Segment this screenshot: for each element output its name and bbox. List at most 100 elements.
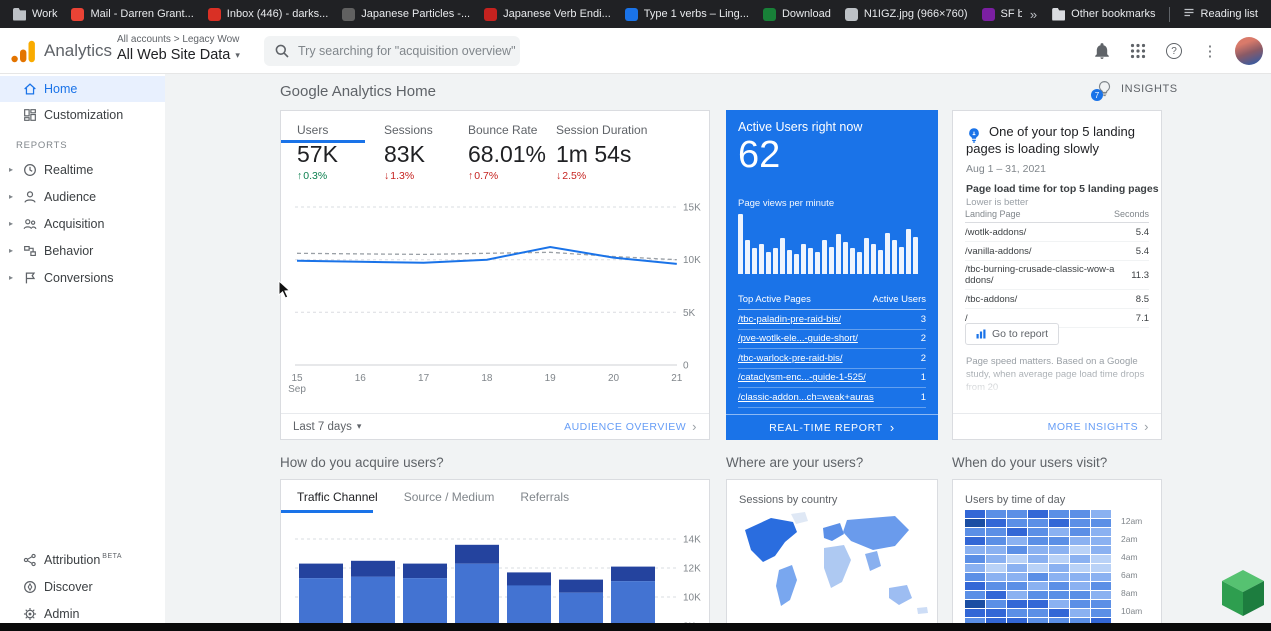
analytics-header: Analytics All accounts > Legacy Wow All … [0,28,1271,74]
up-arrow-icon: ↑ [297,170,302,182]
analytics-logo[interactable]: Analytics [10,38,112,64]
bookmark-mail-darren-grant[interactable]: Mail - Darren Grant... [64,3,200,25]
bookmark-japanese-particles[interactable]: Japanese Particles -... [335,3,477,25]
metric-tab-sessions[interactable]: Sessions 83K ↓1.3% [384,123,468,182]
world-map [731,508,935,630]
sidebar-item-label: Behavior [44,244,93,258]
time-label: 8am [1121,588,1138,598]
sidebar-item-label: Admin [44,607,79,621]
analytics-logo-icon [10,38,36,64]
bookmark-label: Work [32,8,57,20]
active-users-count: 1 [921,372,926,383]
realtime-title: Active Users right now [738,120,862,134]
landing-page-path: /wotlk-addons/ [965,227,1115,238]
help-icon[interactable]: ? [1163,40,1185,62]
account-property-selector[interactable]: All accounts > Legacy Wow All Web Site D… [117,34,240,63]
sidebar-item-realtime[interactable]: ▸ Realtime [0,156,165,183]
behavior-icon [21,242,39,260]
users-by-time-label: Users by time of day [965,494,1065,506]
expand-chevron-icon[interactable]: ▸ [6,219,16,228]
date-range-selector[interactable]: Last 7 days ▾ [293,421,361,433]
landing-page-row: /vanilla-addons/ 5.4 [965,242,1149,261]
other-bookmarks-button[interactable]: Other bookmarks [1045,3,1162,25]
active-users-header: Active Users [873,294,926,305]
customization-icon [21,106,39,124]
chevron-right-icon: › [692,419,697,434]
user-avatar[interactable] [1235,37,1263,65]
active-tab-underline [281,510,373,513]
bookmarks-overflow-chevron-icon[interactable]: » [1022,7,1045,22]
dropdown-caret-icon: ▾ [357,421,362,432]
insights-bulb-icon: 7 [1096,80,1114,98]
sidebar-item-audience[interactable]: ▸ Audience [0,183,165,210]
landing-page-seconds: 5.4 [1136,246,1149,257]
bookmark-download[interactable]: Download [756,3,838,25]
go-to-report-button[interactable]: Go to report [965,323,1059,345]
svg-text:20: 20 [608,373,620,384]
divider [1169,7,1170,22]
folder-icon [13,8,26,21]
account-breadcrumb: All accounts > Legacy Wow [117,34,240,45]
time-of-day-heatmap [965,510,1112,631]
conversions-icon [21,269,39,287]
tab-traffic-channel[interactable]: Traffic Channel [297,490,378,504]
sidebar-item-label: Home [44,82,77,96]
real-time-report-link[interactable]: REAL-TIME REPORT › [726,414,938,440]
reading-list-button[interactable]: Reading list [1176,3,1265,25]
bookmark-work[interactable]: Work [6,3,64,25]
metric-tab-users[interactable]: Users 57K ↑0.3% [297,123,384,182]
sidebar-item-customization[interactable]: Customization [0,102,165,128]
audience-overview-link[interactable]: AUDIENCE OVERVIEW › [564,419,697,434]
active-page-row: /classic-addon...ch=weak+auras 1 [738,388,926,408]
landing-page-path: / [965,313,1115,324]
tab-referrals[interactable]: Referrals [520,490,569,504]
svg-text:0: 0 [683,361,689,372]
top-active-pages-header: Top Active Pages [738,294,811,305]
bookmark-type-1-verbs-ling[interactable]: Type 1 verbs – Ling... [618,3,756,25]
active-page-link[interactable]: /tbc-paladin-pre-raid-bis/ [738,314,841,325]
metric-tab-bounce-rate[interactable]: Bounce Rate 68.01% ↑0.7% [468,123,556,182]
svg-text:14K: 14K [683,535,701,546]
sidebar-item-attribution[interactable]: AttributionBETA [0,546,165,573]
bookmark-japanese-verb-endi[interactable]: Japanese Verb Endi... [477,3,618,25]
active-page-link[interactable]: /classic-addon...ch=weak+auras [738,392,874,403]
time-section-title: When do your users visit? [952,455,1107,470]
acquisition-icon [21,215,39,233]
active-page-link[interactable]: /pve-wotlk-ele...-guide-short/ [738,333,858,344]
expand-chevron-icon[interactable]: ▸ [6,165,16,174]
sidebar-item-conversions[interactable]: ▸ Conversions [0,264,165,291]
attribution-icon [21,551,39,569]
notifications-bell-icon[interactable] [1091,40,1113,62]
bookmark-n1igz-jpg-966-760[interactable]: N1IGZ.jpg (966×760) [838,3,975,25]
more-insights-link[interactable]: MORE INSIGHTS › [1048,419,1149,434]
apps-grid-icon[interactable] [1127,40,1149,62]
sidebar-item-behavior[interactable]: ▸ Behavior [0,237,165,264]
active-page-link[interactable]: /tbc-warlock-pre-raid-bis/ [738,353,843,364]
metric-tab-session-duration[interactable]: Session Duration 1m 54s ↓2.5% [556,123,686,182]
audience-icon [21,188,39,206]
kebab-menu-icon[interactable]: ⋮ [1199,40,1221,62]
bookmark-inbox-446-darks[interactable]: Inbox (446) - darks... [201,3,336,25]
expand-chevron-icon[interactable]: ▸ [6,246,16,255]
insights-button[interactable]: 7 INSIGHTS [1096,80,1178,98]
pageviews-per-minute-sparkline [738,212,926,274]
sidebar-item-home[interactable]: Home [0,76,165,102]
svg-text:12K: 12K [683,564,701,575]
search-input[interactable] [298,44,520,58]
active-page-link[interactable]: /cataclysm-enc...-guide-1-525/ [738,372,866,383]
bookmark-label: Japanese Verb Endi... [503,8,611,20]
tab-source-medium[interactable]: Source / Medium [404,490,495,504]
sidebar-item-discover[interactable]: Discover [0,573,165,600]
expand-chevron-icon[interactable]: ▸ [6,192,16,201]
search-bar[interactable] [264,36,520,66]
active-page-row: /pve-wotlk-ele...-guide-short/ 2 [738,330,926,350]
svg-text:21: 21 [671,373,683,384]
sidebar-item-acquisition[interactable]: ▸ Acquisition [0,210,165,237]
expand-chevron-icon[interactable]: ▸ [6,273,16,282]
landing-page-path: /tbc-burning-crusade-classic-wow-addons/ [965,264,1115,286]
down-arrow-icon: ↓ [556,170,561,182]
time-label: 10am [1121,606,1142,616]
seconds-header: Seconds [1114,209,1149,219]
bookmarks-bar-right: Other bookmarks Reading list [1045,3,1265,25]
bookmark-sf-bay-area-comput[interactable]: SF bay area comput... [975,3,1022,25]
